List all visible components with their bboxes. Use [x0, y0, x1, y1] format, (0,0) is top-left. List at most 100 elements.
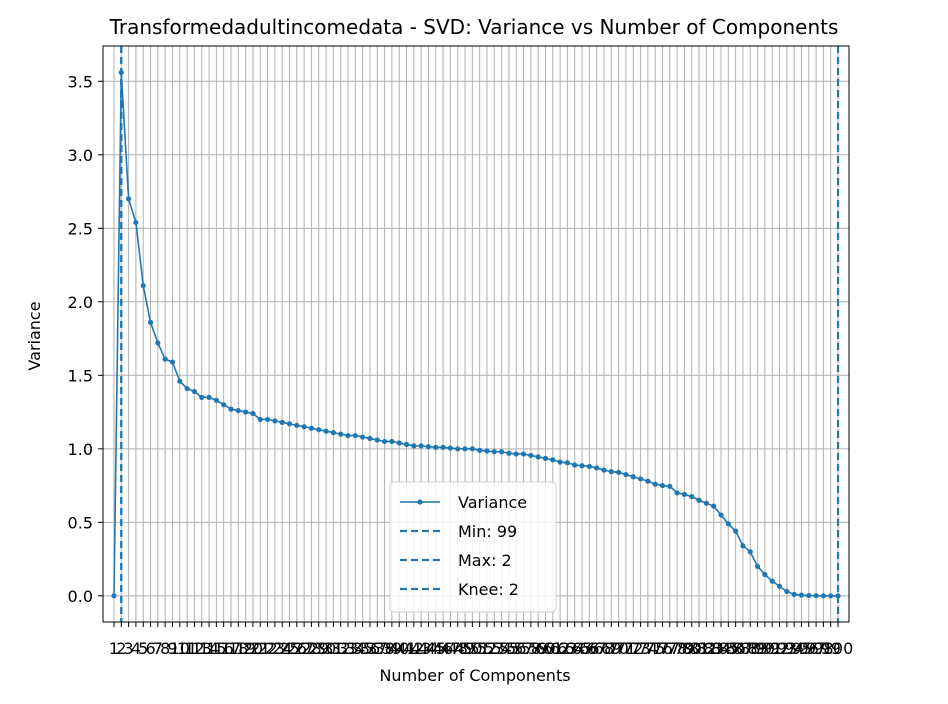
x-tick-label: 20 — [243, 639, 263, 658]
x-tick-label: 53 — [484, 639, 504, 658]
x-tick-label: 18 — [228, 639, 248, 658]
x-tick-label: 73 — [630, 639, 650, 658]
variance-point — [681, 491, 688, 497]
x-tick-label: 66 — [579, 639, 599, 658]
x-tick-label: 83 — [704, 639, 724, 658]
x-axis-ticks: 1234567891011121314151617181920212223242… — [109, 622, 853, 658]
variance-point — [535, 454, 541, 460]
y-axis-ticks: 0.0 0.5 1.0 1.5 2.0 2.5 3.0 3.5 — [68, 72, 103, 606]
variance-point — [155, 340, 161, 346]
x-tick-label: 69 — [601, 639, 621, 658]
variance-point — [769, 578, 775, 584]
variance-point — [162, 356, 168, 362]
variance-point — [616, 469, 622, 475]
x-tick-label: 59 — [528, 639, 548, 658]
x-tick-label: 2 — [116, 639, 126, 658]
x-tick-label: 47 — [440, 639, 460, 658]
x-tick-label: 19 — [235, 639, 255, 658]
y-tick-label: 1.0 — [68, 440, 93, 459]
variance-point — [484, 448, 490, 454]
x-tick-label: 74 — [638, 639, 658, 658]
x-tick-label: 37 — [367, 639, 387, 658]
x-tick-label: 98 — [813, 639, 833, 658]
x-tick-label: 70 — [608, 639, 628, 658]
chart-title: Transformedadultincomedata - SVD: Varian… — [109, 15, 839, 39]
variance-point — [206, 394, 212, 400]
variance-point — [191, 388, 198, 395]
x-tick-label: 75 — [645, 639, 665, 658]
variance-point — [725, 521, 731, 527]
x-tick-label: 56 — [506, 639, 526, 658]
variance-point — [338, 431, 344, 437]
x-tick-label: 33 — [338, 639, 358, 658]
variance-point — [169, 359, 176, 365]
x-tick-label: 94 — [784, 639, 804, 658]
variance-point — [703, 500, 709, 506]
x-tick-label: 78 — [667, 639, 687, 658]
variance-point — [396, 440, 402, 446]
variance-point — [199, 394, 205, 400]
x-tick-label: 3 — [124, 639, 134, 658]
x-tick-label: 24 — [272, 639, 292, 658]
x-tick-label: 62 — [550, 639, 570, 658]
variance-point — [286, 421, 293, 427]
variance-point — [791, 591, 797, 597]
variance-point — [813, 593, 819, 599]
x-tick-label: 44 — [418, 639, 438, 658]
x-tick-label: 14 — [199, 639, 219, 658]
variance-point — [637, 476, 644, 482]
x-tick-label: 64 — [565, 639, 585, 658]
variance-point — [740, 543, 746, 549]
variance-point — [528, 452, 534, 459]
x-tick-label: 38 — [374, 639, 394, 658]
x-tick-label: 88 — [740, 639, 760, 658]
variance-point — [308, 425, 315, 431]
variance-point — [455, 446, 461, 452]
y-tick-label: 0.5 — [68, 513, 93, 532]
variance-point — [235, 407, 241, 414]
legend-swatch-marker — [417, 499, 423, 505]
variance-point — [447, 445, 454, 451]
legend-label: Min: 99 — [458, 522, 517, 541]
y-tick-label: 3.5 — [68, 72, 93, 91]
variance-point — [784, 588, 790, 595]
x-tick-label: 39 — [382, 639, 402, 658]
legend: Variance Min: 99 Max: 2 Knee: 2 — [389, 481, 557, 613]
variance-point — [520, 451, 527, 457]
x-tick-label: 72 — [623, 639, 643, 658]
variance-point — [835, 593, 841, 599]
variance-series-line — [113, 72, 839, 597]
variance-point — [696, 497, 702, 503]
x-tick-label: 29 — [309, 639, 329, 658]
variance-point — [381, 438, 388, 445]
variance-point — [411, 443, 417, 449]
variance-point — [550, 457, 556, 463]
x-tick-label: 100 — [823, 639, 854, 658]
x-tick-label: 50 — [462, 639, 482, 658]
x-tick-label: 95 — [791, 639, 811, 658]
x-tick-label: 68 — [594, 639, 614, 658]
variance-point — [776, 583, 783, 589]
variance-point — [828, 593, 834, 599]
legend-label: Max: 2 — [458, 551, 512, 570]
variance-point — [542, 455, 549, 461]
variance-point — [425, 444, 432, 450]
x-tick-label: 85 — [718, 639, 738, 658]
y-tick-label: 3.0 — [68, 146, 93, 165]
variance-point — [125, 196, 132, 202]
x-tick-label: 86 — [725, 639, 745, 658]
x-tick-label: 25 — [279, 639, 299, 658]
variance-point — [747, 549, 753, 555]
x-tick-label: 76 — [652, 639, 672, 658]
x-tick-label: 11 — [177, 639, 197, 658]
x-tick-label: 22 — [257, 639, 277, 658]
variance-point — [118, 69, 124, 76]
variance-point — [718, 512, 724, 518]
variance-point — [506, 450, 512, 456]
x-tick-label: 6 — [145, 639, 155, 658]
x-tick-label: 13 — [192, 639, 212, 658]
x-tick-label: 41 — [396, 639, 416, 658]
variance-point — [557, 459, 563, 465]
x-tick-label: 17 — [221, 639, 241, 658]
